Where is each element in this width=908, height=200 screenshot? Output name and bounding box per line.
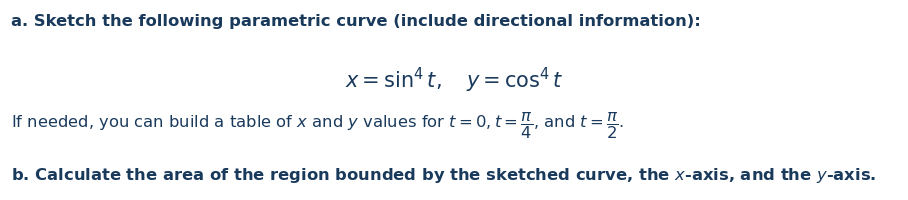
Text: a. Sketch the following parametric curve (include directional information):: a. Sketch the following parametric curve… xyxy=(11,14,701,29)
Text: b. Calculate the area of the region bounded by the sketched curve, the $x$-axis,: b. Calculate the area of the region boun… xyxy=(11,165,876,184)
Text: $x = \sin^4 t, \quad y = \cos^4 t$: $x = \sin^4 t, \quad y = \cos^4 t$ xyxy=(345,65,563,95)
Text: If needed, you can build a table of $x$ and $y$ values for $t = 0, t = \dfrac{\p: If needed, you can build a table of $x$ … xyxy=(11,110,624,140)
